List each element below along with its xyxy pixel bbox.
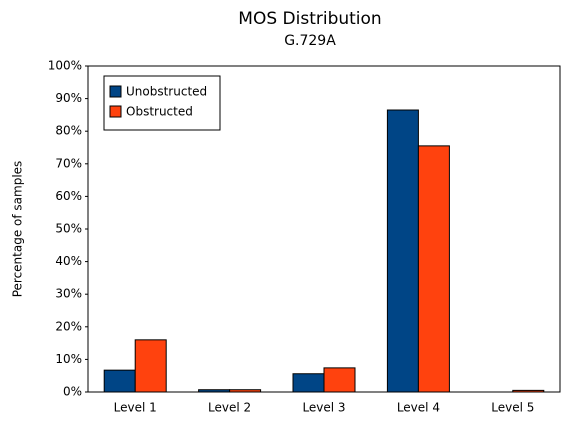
x-tick-label: Level 1 [114,401,157,415]
y-tick-label: 0% [63,385,82,399]
legend-label: Unobstructed [126,85,207,99]
bar [292,373,325,393]
bar [229,389,262,393]
y-tick-label: 60% [55,189,82,203]
bar [323,367,356,393]
bar [386,109,419,393]
y-tick-label: 100% [48,59,82,73]
bar [103,369,136,393]
bar [417,145,450,393]
bar [134,339,167,393]
y-tick-label: 70% [55,156,82,170]
y-tick-label: 90% [55,91,82,105]
y-tick-label: 80% [55,124,82,138]
y-tick-label: 50% [55,222,82,236]
y-axis-label: Percentage of samples [11,161,25,298]
y-tick-label: 30% [55,287,82,301]
chart-subtitle: G.729A [284,33,336,49]
y-tick-label: 40% [55,254,82,268]
x-tick-label: Level 5 [491,401,534,415]
chart-title: MOS Distribution [238,9,381,29]
legend-swatch [109,105,122,118]
y-tick-label: 20% [55,319,82,333]
bar [512,389,545,393]
x-tick-label: Level 2 [208,401,251,415]
x-tick-label: Level 3 [302,401,345,415]
y-tick-label: 10% [55,352,82,366]
legend-label: Obstructed [126,105,193,119]
legend-swatch [109,85,122,98]
bar [198,389,231,393]
legend-box [103,75,221,131]
x-tick-label: Level 4 [397,401,440,415]
